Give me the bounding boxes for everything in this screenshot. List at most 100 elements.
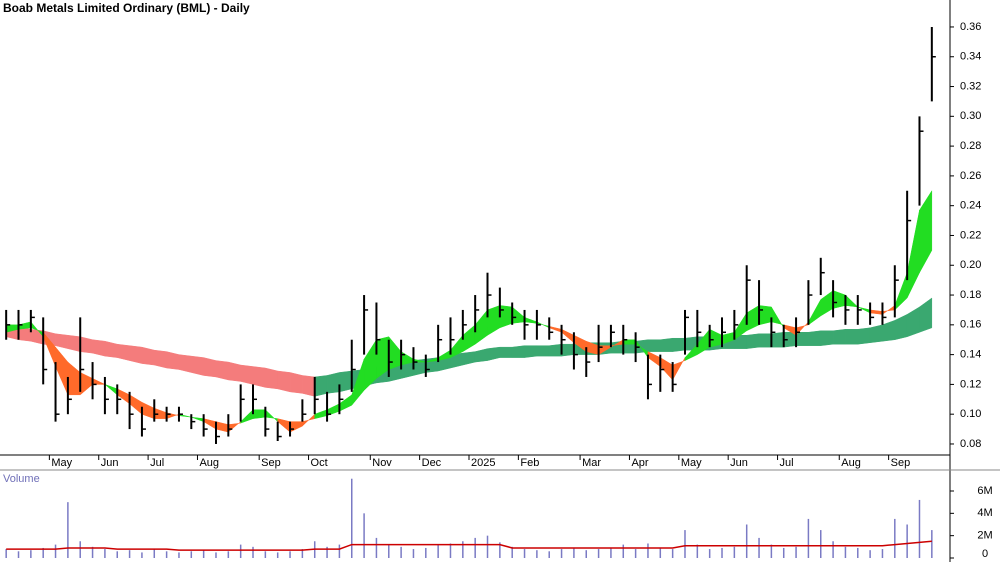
- x-tick-label: Jul: [780, 457, 794, 469]
- ma-ribbon: [277, 418, 291, 433]
- ma-ribbon: [672, 357, 686, 381]
- ma-ribbon: [487, 346, 501, 361]
- ma-ribbon: [92, 378, 106, 385]
- ma-ribbon: [92, 339, 106, 357]
- y-tick-label: 0.34: [960, 51, 981, 63]
- ma-ribbon: [771, 331, 784, 348]
- ma-ribbon: [289, 372, 303, 394]
- y-tick-label: 0: [982, 548, 988, 560]
- x-tick-label: 2025: [471, 457, 495, 469]
- ma-ribbon: [302, 375, 315, 397]
- ma-ribbon: [129, 345, 143, 364]
- ma-ribbon: [906, 210, 920, 299]
- ma-ribbon: [55, 333, 69, 349]
- ma-ribbon: [79, 372, 93, 396]
- ma-ribbon: [906, 306, 920, 338]
- ma-ribbon: [869, 309, 883, 315]
- ma-ribbon: [894, 272, 908, 311]
- ma-ribbon: [265, 409, 278, 423]
- ma-ribbon: [154, 349, 167, 369]
- ma-ribbon: [215, 360, 229, 381]
- x-tick-label: May: [51, 457, 72, 469]
- y-tick-label: 4M: [977, 507, 992, 519]
- x-tick-label: Apr: [631, 457, 648, 469]
- ma-ribbon: [215, 421, 229, 433]
- ma-ribbon: [758, 333, 772, 348]
- ma-ribbon: [240, 364, 254, 385]
- ma-ribbon: [166, 351, 180, 370]
- y-tick-label: 0.20: [960, 259, 981, 271]
- ma-ribbon: [462, 324, 476, 353]
- ma-ribbon: [314, 375, 328, 397]
- ma-ribbon: [499, 346, 513, 358]
- ma-ribbon: [191, 355, 204, 376]
- ma-ribbon: [141, 346, 155, 366]
- y-tick-label: 0.12: [960, 378, 981, 390]
- ma-ribbon: [203, 357, 217, 378]
- ma-ribbon: [388, 336, 402, 370]
- ma-ribbon: [536, 345, 550, 357]
- ma-ribbon: [117, 388, 130, 405]
- x-tick-label: Sep: [891, 457, 911, 469]
- ma-ribbon: [808, 330, 821, 346]
- ma-ribbon: [474, 348, 488, 363]
- ma-ribbon: [746, 333, 760, 349]
- ma-ribbon: [845, 294, 859, 308]
- ma-ribbon: [857, 327, 871, 345]
- ma-ribbon: [832, 290, 846, 309]
- y-tick-label: 0.14: [960, 349, 981, 361]
- ma-ribbon: [117, 343, 130, 361]
- ma-ribbon: [746, 305, 760, 332]
- ma-ribbon: [548, 343, 562, 357]
- y-tick-label: 0.10: [960, 408, 981, 420]
- x-tick-label: Dec: [422, 457, 442, 469]
- ma-ribbon: [474, 309, 488, 345]
- y-tick-label: 2M: [977, 530, 992, 542]
- ma-ribbon: [919, 189, 933, 273]
- ma-ribbon: [561, 343, 575, 357]
- ma-ribbon: [795, 332, 809, 346]
- ma-ribbon: [339, 394, 352, 412]
- ma-ribbon: [511, 306, 525, 324]
- ma-ribbon: [55, 346, 69, 395]
- ma-ribbon: [869, 324, 883, 343]
- y-tick-label: 0.36: [960, 21, 981, 33]
- ma-ribbon: [203, 418, 217, 430]
- ma-ribbon: [808, 299, 821, 326]
- ma-ribbon: [524, 345, 538, 358]
- x-tick-label: Sep: [261, 457, 281, 469]
- y-tick-label: 0.18: [960, 289, 981, 301]
- x-tick-label: Jun: [730, 457, 748, 469]
- ma-ribbon: [771, 306, 784, 329]
- ma-ribbon: [548, 326, 562, 333]
- x-tick-label: Nov: [372, 457, 392, 469]
- ma-ribbon: [845, 329, 859, 345]
- ma-ribbon: [79, 336, 93, 354]
- y-tick-label: 6M: [977, 485, 992, 497]
- ma-ribbon: [919, 297, 933, 333]
- y-tick-label: 0.08: [960, 438, 981, 450]
- y-tick-label: 0.24: [960, 200, 981, 212]
- ma-ribbon: [647, 351, 661, 368]
- ma-ribbon: [882, 304, 896, 315]
- ma-ribbon: [894, 314, 908, 341]
- ma-ribbon: [302, 413, 315, 427]
- ma-ribbon: [252, 366, 266, 388]
- ma-ribbon: [67, 334, 81, 352]
- ma-ribbon: [820, 330, 834, 346]
- ma-ribbon: [660, 337, 673, 352]
- ma-ribbon: [141, 401, 155, 420]
- x-tick-label: Jul: [150, 457, 164, 469]
- ma-ribbon: [697, 328, 710, 356]
- ma-ribbon: [499, 305, 513, 329]
- x-tick-label: Jun: [101, 457, 119, 469]
- ma-ribbon: [228, 421, 241, 433]
- ma-ribbon: [511, 345, 525, 358]
- ma-ribbon: [314, 409, 328, 419]
- y-tick-label: 0.22: [960, 229, 981, 241]
- ma-ribbon: [104, 384, 118, 396]
- ma-ribbon: [758, 305, 772, 326]
- ma-ribbon: [709, 328, 723, 348]
- ma-ribbon: [289, 421, 303, 433]
